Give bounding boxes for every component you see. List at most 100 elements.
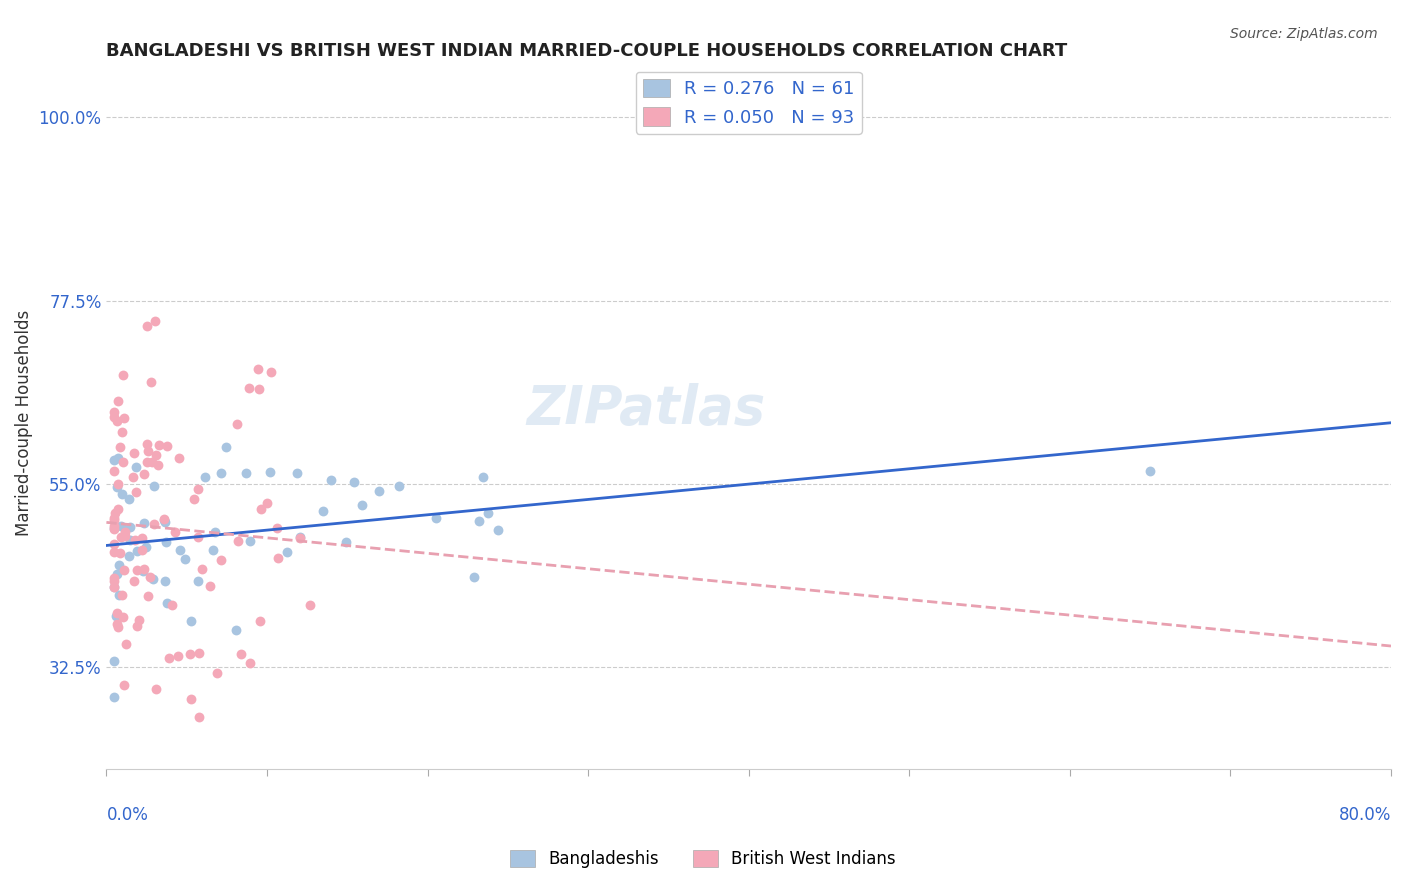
Point	[157, 651, 180, 665]
Point	[180, 614, 202, 628]
Point	[167, 450, 190, 465]
Point	[124, 574, 146, 588]
Point	[105, 480, 128, 494]
Point	[247, 362, 270, 376]
Text: Source: ZipAtlas.com: Source: ZipAtlas.com	[1230, 27, 1378, 41]
Point	[179, 647, 201, 661]
Point	[288, 530, 311, 544]
Point	[266, 521, 288, 535]
Point	[259, 465, 281, 479]
Point	[486, 523, 509, 537]
Point	[239, 533, 262, 548]
Point	[191, 562, 214, 576]
Y-axis label: Married-couple Households: Married-couple Households	[15, 310, 32, 536]
Text: 0.0%: 0.0%	[107, 805, 148, 824]
Point	[134, 467, 156, 481]
Point	[103, 522, 125, 536]
Point	[204, 525, 226, 540]
Point	[117, 549, 139, 564]
Point	[288, 531, 311, 545]
Point	[103, 580, 125, 594]
Point	[124, 533, 146, 547]
Point	[260, 365, 283, 379]
Legend: Bangladeshis, British West Indians: Bangladeshis, British West Indians	[503, 843, 903, 875]
Point	[187, 483, 209, 497]
Point	[103, 537, 125, 551]
Point	[312, 504, 335, 518]
Point	[107, 393, 129, 408]
Point	[103, 513, 125, 527]
Point	[225, 623, 247, 637]
Point	[463, 569, 485, 583]
Point	[153, 512, 176, 526]
Point	[235, 466, 257, 480]
Point	[174, 552, 197, 566]
Point	[215, 440, 238, 454]
Point	[103, 510, 125, 524]
Point	[103, 519, 125, 533]
Point	[1139, 464, 1161, 478]
Point	[267, 550, 290, 565]
Point	[156, 596, 179, 610]
Point	[145, 448, 167, 462]
Point	[229, 647, 252, 661]
Point	[112, 368, 135, 383]
Point	[205, 665, 228, 680]
Point	[287, 466, 309, 480]
Point	[188, 710, 211, 724]
Point	[188, 646, 211, 660]
Point	[125, 563, 148, 577]
Point	[136, 589, 159, 603]
Point	[187, 574, 209, 589]
Point	[125, 485, 148, 500]
Point	[127, 619, 149, 633]
Point	[352, 498, 374, 512]
Point	[103, 574, 125, 588]
Point	[107, 616, 129, 631]
Point	[135, 437, 157, 451]
Point	[105, 606, 128, 620]
Point	[122, 469, 145, 483]
Point	[367, 483, 389, 498]
Point	[103, 521, 125, 535]
Point	[128, 613, 150, 627]
Point	[148, 458, 170, 473]
Point	[148, 438, 170, 452]
Point	[108, 546, 131, 560]
Point	[107, 451, 129, 466]
Point	[117, 492, 139, 507]
Point	[135, 541, 157, 555]
Point	[103, 453, 125, 467]
Point	[103, 690, 125, 705]
Text: ZIPatlas: ZIPatlas	[526, 383, 765, 435]
Point	[103, 545, 125, 559]
Point	[111, 588, 134, 602]
Point	[388, 479, 411, 493]
Point	[143, 479, 166, 493]
Point	[256, 496, 278, 510]
Point	[111, 486, 134, 500]
Legend: R = 0.276   N = 61, R = 0.050   N = 93: R = 0.276 N = 61, R = 0.050 N = 93	[636, 71, 862, 134]
Point	[111, 425, 134, 440]
Point	[141, 455, 163, 469]
Point	[200, 579, 222, 593]
Point	[250, 501, 273, 516]
Point	[153, 513, 176, 527]
Point	[143, 314, 166, 328]
Point	[105, 608, 128, 623]
Point	[155, 535, 177, 549]
Point	[135, 455, 157, 469]
Point	[142, 516, 165, 531]
Point	[343, 475, 366, 490]
Point	[108, 440, 131, 454]
Point	[103, 405, 125, 419]
Point	[108, 588, 131, 602]
Point	[155, 515, 177, 529]
Point	[153, 574, 176, 589]
Point	[110, 530, 132, 544]
Point	[160, 598, 183, 612]
Point	[104, 507, 127, 521]
Point	[180, 692, 202, 706]
Point	[105, 414, 128, 428]
Point	[209, 552, 232, 566]
